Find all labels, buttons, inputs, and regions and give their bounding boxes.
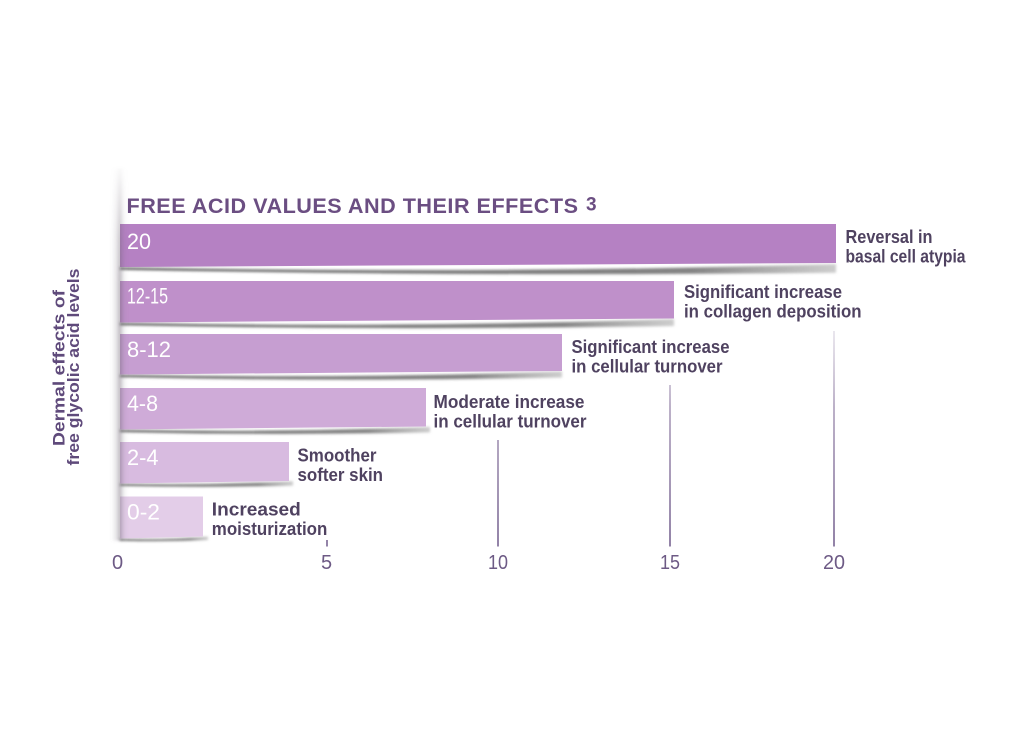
svg-text:FREE ACID VALUES AND THEIR EFF: FREE ACID VALUES AND THEIR EFFECTS (127, 194, 579, 218)
svg-text:basal cell atypia: basal cell atypia (846, 247, 967, 267)
svg-text:Moderate increase: Moderate increase (434, 392, 585, 412)
svg-text:softer skin: softer skin (298, 465, 384, 485)
svg-text:free glycolic acid levels: free glycolic acid levels (65, 269, 83, 466)
svg-text:20: 20 (127, 229, 151, 254)
svg-text:in cellular turnover: in cellular turnover (572, 357, 723, 377)
svg-text:8-12: 8-12 (127, 337, 171, 362)
svg-text:in cellular turnover: in cellular turnover (434, 412, 587, 432)
svg-text:5: 5 (321, 552, 332, 574)
svg-text:moisturization: moisturization (212, 519, 327, 539)
svg-text:20: 20 (823, 552, 845, 574)
svg-text:Significant increase: Significant increase (684, 282, 842, 302)
svg-text:15: 15 (660, 552, 680, 574)
svg-text:Smoother: Smoother (298, 446, 377, 466)
svg-text:Increased: Increased (212, 500, 301, 520)
svg-text:Reversal in: Reversal in (846, 227, 933, 247)
svg-text:in collagen deposition: in collagen deposition (684, 302, 862, 322)
svg-text:Dermal effects of: Dermal effects of (51, 289, 69, 446)
svg-text:0: 0 (112, 552, 123, 574)
svg-text:0-2: 0-2 (127, 500, 160, 525)
svg-text:3: 3 (586, 195, 597, 216)
svg-text:4-8: 4-8 (127, 391, 158, 416)
svg-text:Significant increase: Significant increase (572, 337, 730, 357)
svg-text:12-15: 12-15 (127, 284, 168, 309)
svg-text:10: 10 (488, 552, 508, 574)
svg-text:2-4: 2-4 (127, 445, 159, 470)
